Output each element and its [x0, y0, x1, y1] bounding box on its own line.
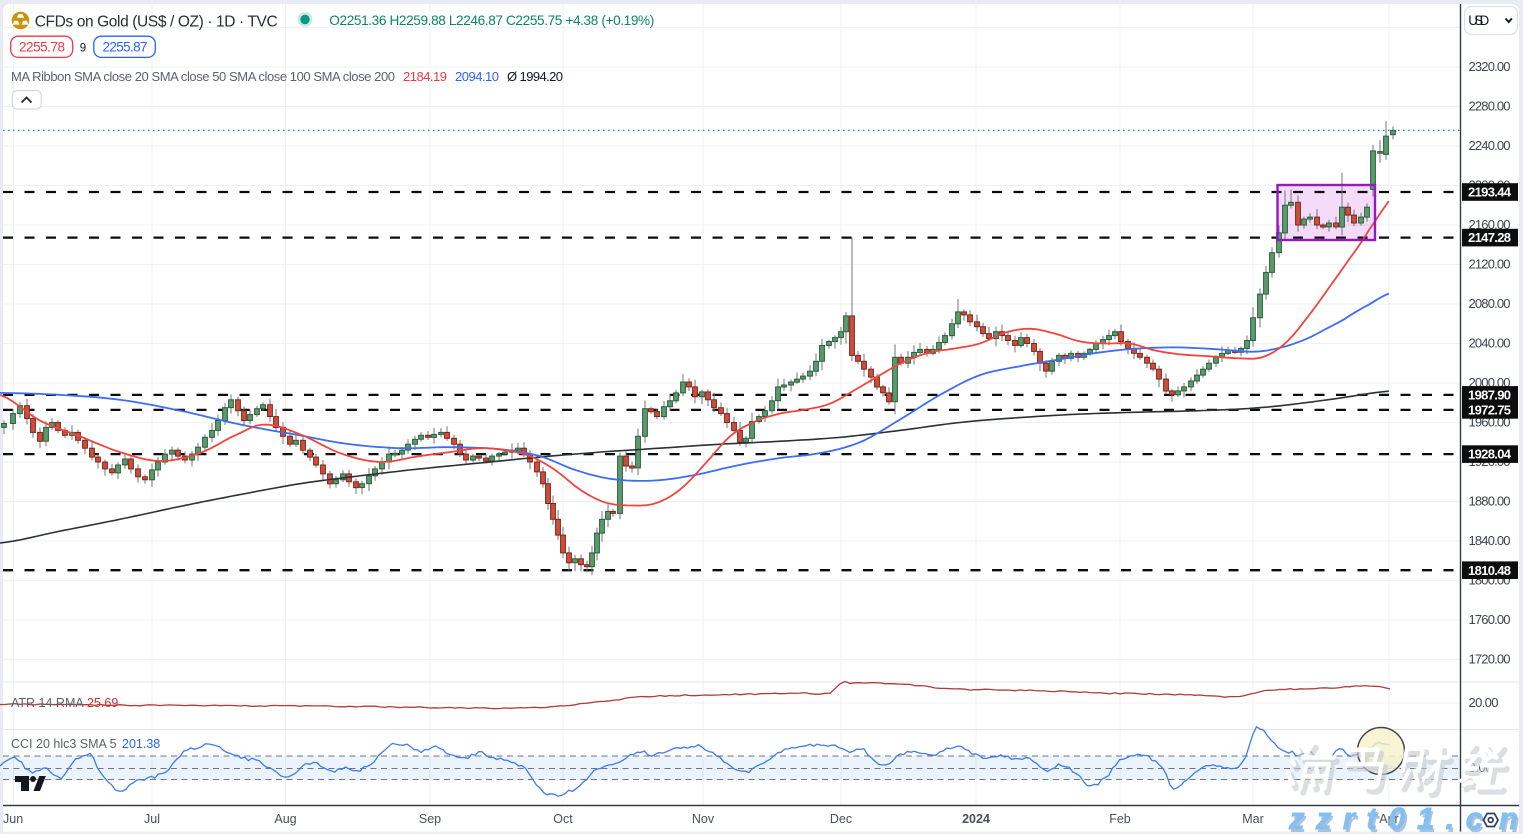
- svg-text:1760.00: 1760.00: [1469, 612, 1511, 627]
- svg-text:25.69: 25.69: [87, 696, 118, 710]
- svg-text:Mar: Mar: [1242, 812, 1264, 826]
- svg-text:2000.00: 2000.00: [1469, 375, 1511, 390]
- svg-text:2240.00: 2240.00: [1469, 138, 1511, 153]
- svg-text:1840.00: 1840.00: [1469, 533, 1511, 548]
- svg-text:Jun: Jun: [3, 812, 23, 826]
- svg-text:2080.00: 2080.00: [1469, 296, 1511, 311]
- svg-text:1972.75: 1972.75: [1468, 403, 1511, 418]
- svg-text:2120.00: 2120.00: [1469, 256, 1511, 271]
- svg-text:Ø 1994.20: Ø 1994.20: [507, 69, 563, 84]
- svg-text:USD: USD: [1468, 13, 1489, 28]
- svg-text:9: 9: [80, 43, 86, 55]
- svg-text:2040.00: 2040.00: [1469, 335, 1511, 350]
- svg-text:Feb: Feb: [1109, 812, 1131, 826]
- svg-text:1880.00: 1880.00: [1469, 493, 1511, 508]
- svg-text:MA Ribbon SMA close 20 SMA clo: MA Ribbon SMA close 20 SMA close 50 SMA …: [11, 69, 395, 84]
- svg-text:2147.28: 2147.28: [1468, 230, 1511, 245]
- svg-text:ATR 14 RMA: ATR 14 RMA: [11, 696, 84, 710]
- svg-text:2320.00: 2320.00: [1469, 59, 1511, 74]
- svg-text:Sep: Sep: [419, 812, 441, 826]
- svg-text:2094.10: 2094.10: [455, 69, 499, 84]
- svg-text:Nov: Nov: [692, 812, 715, 826]
- svg-text:2160.00: 2160.00: [1469, 217, 1511, 232]
- svg-text:2024: 2024: [962, 812, 990, 826]
- svg-text:n: n: [1501, 804, 1520, 834]
- svg-text:2193.44: 2193.44: [1468, 185, 1512, 200]
- svg-text:Oct: Oct: [553, 812, 573, 826]
- svg-text:Jul: Jul: [144, 812, 160, 826]
- svg-text:n: n: [1499, 801, 1518, 834]
- svg-text:1928.04: 1928.04: [1468, 447, 1512, 462]
- svg-text:Aug: Aug: [274, 812, 296, 826]
- svg-text:CCI 20 hlc3 SMA 5: CCI 20 hlc3 SMA 5: [11, 737, 117, 751]
- svg-text:z z r t 0 1 . c: z z r t 0 1 . c: [1288, 801, 1483, 834]
- svg-text:1720.00: 1720.00: [1469, 651, 1511, 666]
- svg-text:z z r t 0 1 . c: z z r t 0 1 . c: [1290, 804, 1485, 834]
- svg-text:Dec: Dec: [830, 812, 852, 826]
- svg-text:201.38: 201.38: [122, 737, 160, 751]
- svg-text:1810.48: 1810.48: [1468, 563, 1511, 578]
- svg-text:2184.19: 2184.19: [403, 69, 447, 84]
- svg-text:2280.00: 2280.00: [1469, 98, 1511, 113]
- svg-text:Apr: Apr: [1379, 812, 1398, 826]
- svg-text:O2251.36 H2259.88 L2246.87 C22: O2251.36 H2259.88 L2246.87 C2255.75 +4.3…: [329, 13, 654, 28]
- svg-text:20.00: 20.00: [1469, 695, 1499, 710]
- svg-text:1987.90: 1987.90: [1468, 388, 1511, 403]
- svg-text:2255.78: 2255.78: [19, 40, 65, 55]
- svg-text:CFDs on Gold (US$ / OZ) · 1D ·: CFDs on Gold (US$ / OZ) · 1D · TVC: [35, 14, 278, 31]
- svg-text:2255.87: 2255.87: [103, 40, 148, 55]
